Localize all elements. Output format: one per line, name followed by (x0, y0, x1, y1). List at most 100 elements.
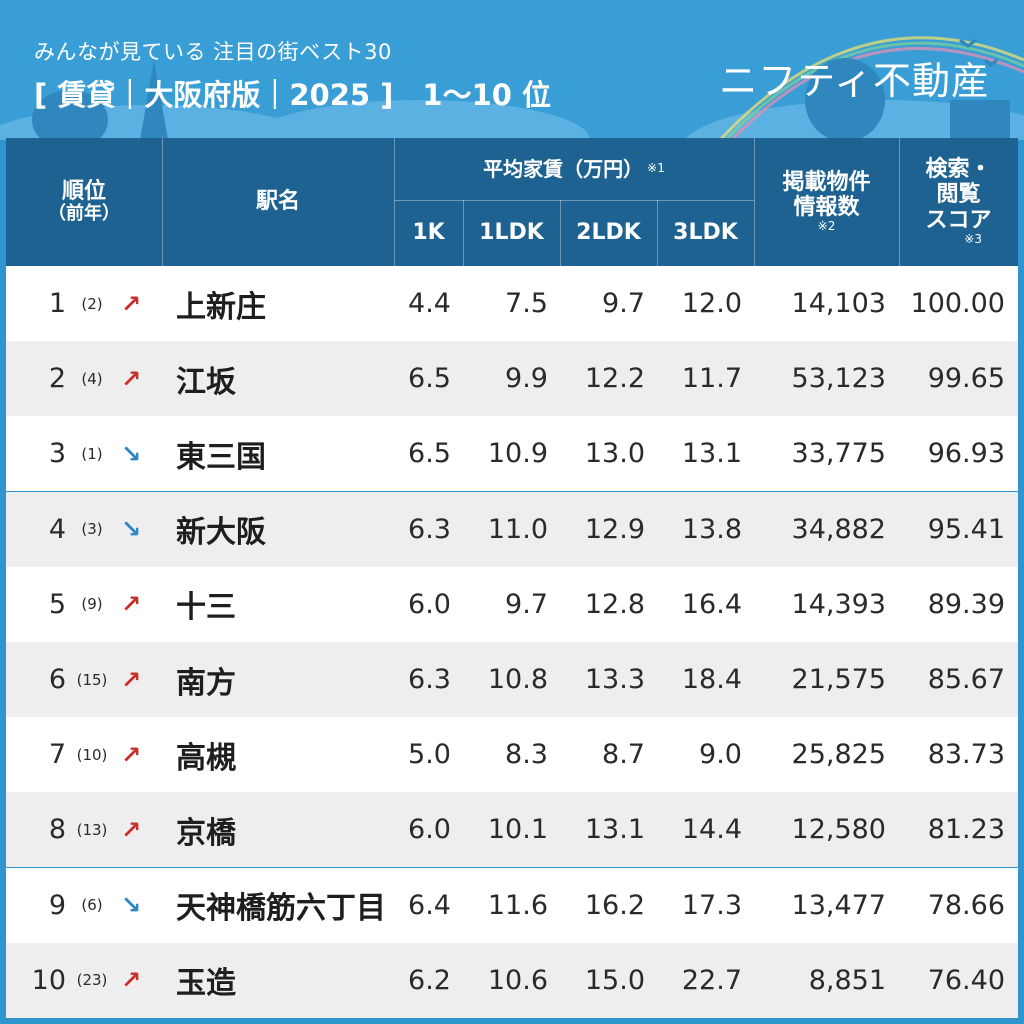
rent-2ldk-cell: 16.2 (584, 889, 645, 921)
rent-1k-cell: 6.3 (408, 513, 451, 545)
rank-cell: 3 (48, 438, 66, 470)
header-3ldk: 3LDK (673, 220, 738, 246)
search-score-cell: 96.93 (927, 438, 1005, 470)
station-name-cell: 南方 (176, 665, 236, 701)
station-name-cell: 新大阪 (176, 515, 266, 551)
header-listings-line1: 掲載物件 (782, 169, 871, 195)
previous-rank-cell: (2) (81, 294, 103, 313)
rent-3ldk-cell: 13.8 (681, 513, 742, 545)
search-score-cell: 89.39 (927, 588, 1005, 620)
previous-rank-cell: (10) (76, 745, 108, 764)
rent-2ldk-cell: 8.7 (602, 739, 645, 771)
trend-arrow-icon: ↘ (120, 891, 142, 920)
rent-2ldk-cell: 12.2 (584, 363, 645, 395)
listings-count-cell: 53,123 (791, 363, 886, 395)
banner: みんなが見ている 注目の街ベスト30 [ 賃貸｜大阪府版｜2025 ] 1〜10… (0, 0, 1024, 140)
table-row: 7 (10) ↗ 高槻 5.0 8.3 8.7 9.0 25,825 83.73 (6, 717, 1018, 793)
rent-1ldk-cell: 11.0 (487, 513, 548, 545)
table-row: 6 (15) ↗ 南方 6.3 10.8 13.3 18.4 21,575 85… (6, 642, 1018, 717)
header-1k: 1K (412, 220, 445, 246)
station-name-cell: 東三国 (176, 439, 266, 475)
previous-rank-cell: (4) (81, 369, 103, 388)
skyline-illustration (0, 36, 1024, 140)
listings-count-cell: 13,477 (791, 889, 886, 921)
listings-count-cell: 33,775 (791, 438, 886, 470)
trend-arrow-icon: ↘ (120, 439, 142, 468)
header-rank: 順位 （前年） (6, 138, 162, 266)
listings-count-cell: 8,851 (808, 964, 886, 996)
rent-1k-cell: 6.3 (408, 664, 451, 695)
rent-1ldk-cell: 10.6 (487, 964, 548, 996)
previous-rank-cell: (13) (76, 820, 108, 839)
header-score: 検索・ 閲覧 スコア ※3 (899, 138, 1018, 266)
listings-count-cell: 25,825 (791, 739, 886, 771)
trend-arrow-icon: ↗ (120, 740, 142, 769)
rent-1ldk-cell: 10.8 (487, 664, 548, 695)
search-score-cell: 83.73 (927, 739, 1005, 771)
listings-count-cell: 14,103 (791, 288, 886, 319)
previous-rank-cell: (3) (81, 520, 103, 539)
search-score-cell: 95.41 (927, 513, 1005, 545)
rent-2ldk-cell: 12.9 (584, 513, 645, 545)
rent-1ldk-cell: 8.3 (505, 739, 548, 771)
rent-1k-cell: 6.4 (408, 889, 451, 921)
ranking-table: 順位 （前年） 駅名 平均家賃（万円） ※1 1K 1LDK 2LDK 3LDK… (6, 138, 1018, 1018)
rent-1ldk-cell: 9.9 (505, 363, 548, 395)
header-1ldk: 1LDK (479, 220, 544, 246)
rent-2ldk-cell: 9.7 (602, 288, 645, 319)
listings-count-cell: 21,575 (791, 664, 886, 695)
listings-count-cell: 14,393 (791, 588, 886, 620)
rent-3ldk-cell: 17.3 (681, 889, 742, 921)
rank-cell: 5 (48, 588, 66, 620)
search-score-cell: 81.23 (927, 814, 1005, 846)
rank-cell: 8 (48, 814, 66, 846)
previous-rank-cell: (23) (76, 971, 108, 990)
rent-1ldk-cell: 10.9 (487, 438, 548, 470)
table-row: 8 (13) ↗ 京橋 6.0 10.1 13.1 14.4 12,580 81… (6, 792, 1018, 868)
header-rent-note: ※1 (647, 161, 665, 176)
table-row: 3 (1) ↘ 東三国 6.5 10.9 13.0 13.1 33,775 96… (6, 416, 1018, 492)
trend-arrow-icon: ↗ (120, 590, 142, 619)
page-subtitle: みんなが見ている 注目の街ベスト30 (34, 40, 392, 64)
rent-1ldk-cell: 11.6 (487, 889, 548, 921)
rent-1ldk-cell: 10.1 (487, 814, 548, 846)
header-station: 駅名 (255, 189, 300, 215)
header-score-line1: 検索・ (925, 157, 992, 183)
search-score-cell: 100.00 (910, 288, 1005, 319)
rent-1k-cell: 5.0 (408, 739, 451, 771)
trend-arrow-icon: ↗ (120, 665, 142, 694)
previous-rank-cell: (1) (81, 444, 103, 463)
header-rank-prev-label: （前年） (48, 203, 120, 225)
station-name-cell: 上新庄 (176, 289, 266, 325)
table-row: 4 (3) ↘ 新大阪 6.3 11.0 12.9 13.8 34,882 95… (6, 491, 1018, 567)
rent-3ldk-cell: 9.0 (699, 739, 742, 771)
rank-cell: 1 (48, 288, 66, 319)
station-name-cell: 江坂 (176, 364, 236, 400)
station-name-cell: 天神橋筋六丁目 (176, 891, 386, 927)
rent-3ldk-cell: 14.4 (681, 814, 742, 846)
search-score-cell: 76.40 (927, 964, 1005, 996)
table-header: 順位 （前年） 駅名 平均家賃（万円） ※1 1K 1LDK 2LDK 3LDK… (6, 138, 1018, 266)
table-body: 1 (2) ↗ 上新庄 4.4 7.5 9.7 12.0 14,103 100.… (6, 266, 1018, 1018)
rent-2ldk-cell: 13.0 (584, 438, 645, 470)
header-listings-line2: 情報数 (793, 195, 860, 221)
rent-2ldk-cell: 15.0 (584, 964, 645, 996)
station-name-cell: 玉造 (176, 966, 236, 1002)
table-row: 10 (23) ↗ 玉造 6.2 10.6 15.0 22.7 8,851 76… (6, 942, 1018, 1018)
search-score-cell: 78.66 (927, 889, 1005, 921)
rent-3ldk-cell: 11.7 (681, 363, 742, 395)
rent-3ldk-cell: 22.7 (681, 964, 742, 996)
station-name-cell: 高槻 (176, 740, 236, 776)
brand-logo: ニフティ不動産 (719, 59, 990, 103)
trend-arrow-icon: ↘ (120, 515, 142, 544)
station-name-cell: 十三 (176, 590, 236, 626)
rent-1k-cell: 6.0 (408, 814, 451, 846)
rank-cell: 10 (31, 964, 66, 996)
table-row: 9 (6) ↘ 天神橋筋六丁目 6.4 11.6 16.2 17.3 13,47… (6, 867, 1018, 943)
rent-3ldk-cell: 12.0 (681, 288, 742, 319)
rank-cell: 6 (48, 664, 66, 695)
previous-rank-cell: (15) (76, 670, 108, 689)
header-score-line2: 閲覧 (936, 182, 981, 208)
rent-3ldk-cell: 18.4 (681, 664, 742, 695)
listings-count-cell: 12,580 (791, 814, 886, 846)
